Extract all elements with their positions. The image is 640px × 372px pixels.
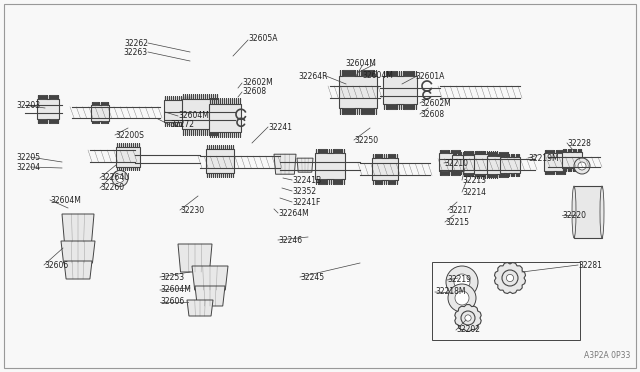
Ellipse shape [600, 186, 604, 238]
Text: 32605A: 32605A [248, 33, 278, 42]
Text: 32219M: 32219M [528, 154, 559, 163]
Polygon shape [164, 96, 192, 126]
Text: 32601A: 32601A [415, 71, 444, 80]
FancyBboxPatch shape [574, 186, 602, 238]
Polygon shape [116, 143, 140, 170]
Polygon shape [62, 214, 94, 242]
Polygon shape [544, 150, 566, 174]
Text: 32264M: 32264M [278, 208, 308, 218]
Text: A3P2A 0P33: A3P2A 0P33 [584, 351, 630, 360]
Polygon shape [37, 96, 59, 123]
Text: 32606: 32606 [44, 260, 68, 269]
Text: 32604M: 32604M [345, 58, 376, 67]
Text: 32608: 32608 [242, 87, 266, 96]
Text: 32260: 32260 [100, 183, 124, 192]
Circle shape [116, 174, 124, 182]
Polygon shape [178, 244, 212, 272]
Polygon shape [463, 151, 485, 176]
Text: 32246: 32246 [278, 235, 302, 244]
Circle shape [448, 284, 476, 312]
Circle shape [112, 170, 128, 186]
Circle shape [465, 315, 471, 321]
Text: 32602M: 32602M [420, 99, 451, 108]
Text: 32217: 32217 [448, 205, 472, 215]
Polygon shape [192, 266, 228, 290]
Text: 32203: 32203 [16, 100, 40, 109]
Text: 32213: 32213 [462, 176, 486, 185]
Text: 32205: 32205 [16, 153, 40, 161]
Circle shape [574, 158, 590, 174]
Text: 32228: 32228 [567, 138, 591, 148]
Text: 32241F: 32241F [292, 198, 321, 206]
Polygon shape [195, 286, 225, 306]
Text: 32241B: 32241B [292, 176, 321, 185]
Circle shape [446, 266, 478, 298]
Circle shape [502, 270, 518, 286]
Polygon shape [315, 149, 345, 184]
Text: 32602M: 32602M [242, 77, 273, 87]
Polygon shape [452, 152, 472, 174]
Polygon shape [474, 151, 498, 178]
Polygon shape [372, 154, 398, 184]
Text: 32272: 32272 [170, 119, 194, 128]
Polygon shape [297, 158, 313, 172]
Circle shape [578, 162, 586, 170]
Text: 32241: 32241 [268, 122, 292, 131]
Text: 32245: 32245 [300, 273, 324, 282]
Polygon shape [383, 71, 417, 109]
Text: 32604M: 32604M [160, 285, 191, 295]
Polygon shape [209, 99, 241, 137]
Polygon shape [439, 150, 461, 175]
Circle shape [455, 291, 469, 305]
Text: 32263: 32263 [124, 48, 148, 57]
Text: 32250: 32250 [354, 135, 378, 144]
Text: 32204: 32204 [16, 163, 40, 171]
Text: 32608: 32608 [420, 109, 444, 119]
Text: 32606: 32606 [160, 298, 184, 307]
Circle shape [506, 275, 514, 282]
Polygon shape [274, 154, 296, 174]
Polygon shape [562, 149, 582, 171]
Text: 32262: 32262 [124, 38, 148, 48]
Text: 32220: 32220 [562, 211, 586, 219]
Polygon shape [487, 153, 509, 177]
Text: 32264R: 32264R [298, 71, 328, 80]
Polygon shape [64, 261, 92, 279]
Polygon shape [187, 300, 213, 316]
Text: 32352: 32352 [292, 186, 316, 196]
Text: 32253: 32253 [160, 273, 184, 282]
Text: 32230: 32230 [180, 205, 204, 215]
Circle shape [454, 274, 470, 290]
Text: 32281: 32281 [578, 260, 602, 269]
Polygon shape [206, 145, 234, 177]
Text: 32218M: 32218M [435, 288, 465, 296]
Text: 32210: 32210 [444, 158, 468, 167]
Polygon shape [500, 154, 520, 176]
Text: 32202: 32202 [456, 326, 480, 334]
Polygon shape [455, 305, 481, 331]
Text: 32214: 32214 [462, 187, 486, 196]
Ellipse shape [572, 186, 576, 238]
Polygon shape [182, 94, 218, 135]
Text: 32219: 32219 [447, 276, 471, 285]
Text: 32200S: 32200S [115, 131, 144, 140]
Text: 32604M: 32604M [50, 196, 81, 205]
Text: 32604M: 32604M [362, 71, 393, 80]
Polygon shape [495, 263, 525, 294]
Polygon shape [91, 102, 109, 124]
Polygon shape [339, 70, 377, 114]
Text: 32604M: 32604M [178, 110, 209, 119]
Text: 32215: 32215 [445, 218, 469, 227]
Circle shape [461, 311, 475, 325]
Polygon shape [61, 241, 95, 263]
Text: 32264U: 32264U [100, 173, 130, 182]
